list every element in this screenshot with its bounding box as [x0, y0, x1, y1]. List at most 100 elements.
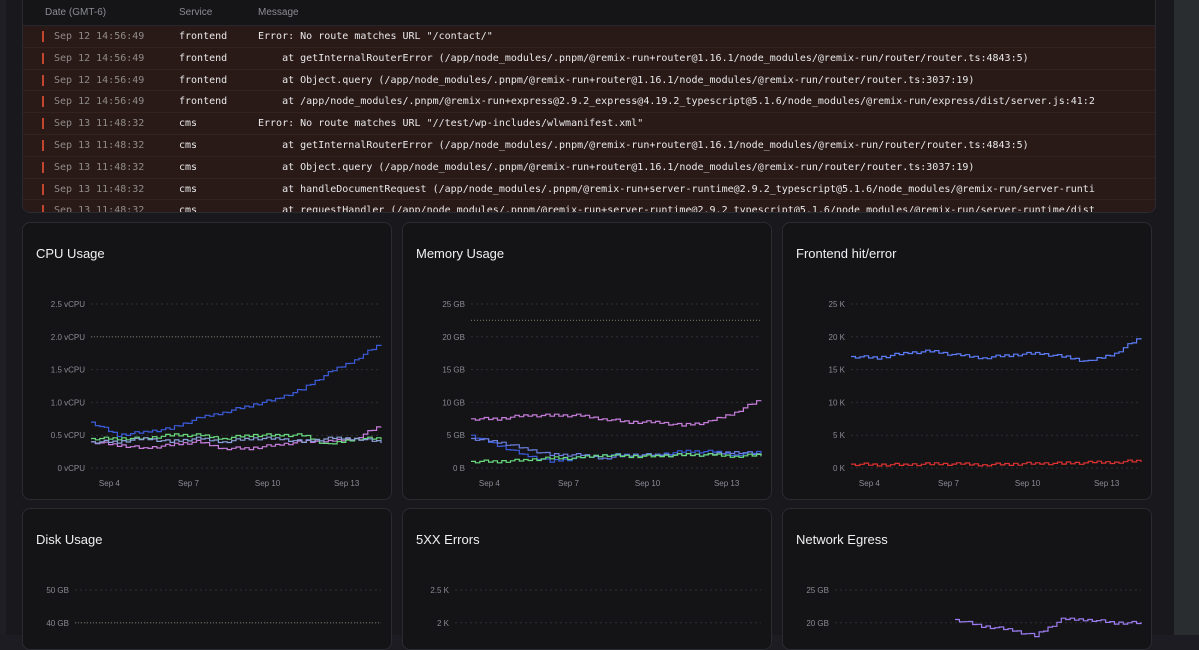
- y-tick-label: 1.5 vCPU: [51, 366, 85, 375]
- y-tick-label: 2.0 vCPU: [51, 333, 85, 342]
- chart-title: Frontend hit/error: [796, 246, 897, 261]
- column-header-date[interactable]: Date (GMT-6): [45, 7, 107, 18]
- log-header: Date (GMT-6) Service Message: [23, 0, 1155, 26]
- log-row[interactable]: Sep 13 11:48:32 cms Error: No route matche…: [23, 113, 1155, 135]
- log-message: at Object.query (/app/node_modules/.pnpm…: [258, 161, 975, 173]
- network-egress-chart: 20 GB 25 GB: [806, 586, 1142, 638]
- log-row[interactable]: Sep 13 11:48:32 cms at Object.query (/app…: [23, 156, 1155, 179]
- chart-card-network-egress: Network Egress 20 GB 25 GB: [782, 508, 1152, 650]
- y-tick-label: 20 GB: [806, 619, 829, 628]
- x-tick-label: Sep 4: [859, 479, 880, 488]
- log-service: frontend: [179, 74, 228, 86]
- log-service: cms: [179, 139, 198, 151]
- chart-card-5xx-errors: 5XX Errors 2 K 2.5 K: [402, 508, 772, 650]
- y-tick-label: 25 GB: [806, 586, 829, 595]
- error-level-indicator: [42, 31, 44, 42]
- y-tick-label: 10 GB: [442, 398, 465, 407]
- y-tick-label: 15 GB: [442, 366, 465, 375]
- x-tick-label: Sep 4: [99, 479, 120, 488]
- series-line: [471, 400, 762, 427]
- x-tick-label: Sep 13: [1094, 479, 1120, 488]
- x-tick-label: Sep 10: [1015, 479, 1041, 488]
- y-tick-label: 5 GB: [447, 431, 465, 440]
- series-line: [471, 453, 762, 464]
- y-tick-label: 0 K: [833, 464, 846, 473]
- log-row[interactable]: Sep 12 14:56:49 frontend at getInternalRo…: [23, 47, 1155, 70]
- log-service: cms: [179, 183, 198, 195]
- y-tick-label: 0 B: [453, 464, 465, 473]
- log-service: frontend: [179, 31, 228, 42]
- y-tick-label: 25 K: [829, 300, 846, 309]
- log-service: cms: [179, 205, 198, 213]
- y-tick-label: 15 K: [829, 366, 846, 375]
- y-tick-label: 40 GB: [46, 619, 69, 628]
- log-row[interactable]: Sep 12 14:56:49 frontend Error: No route m…: [23, 26, 1155, 48]
- log-rows: Sep 12 14:56:49 frontend Error: No route m…: [23, 26, 1155, 213]
- y-tick-label: 1.0 vCPU: [51, 398, 85, 407]
- chart-title: 5XX Errors: [416, 532, 480, 547]
- column-header-service[interactable]: Service: [179, 7, 213, 18]
- log-date: Sep 13 11:48:32: [54, 161, 145, 173]
- log-message: at Object.query (/app/node_modules/.pnpm…: [258, 74, 975, 86]
- chart-card-frontend-hit-error: Frontend hit/error 0 K 5 K 10 K 15 K 20 K 25 …: [782, 222, 1152, 500]
- y-tick-label: 2 K: [437, 619, 450, 628]
- frontend-hit-error-chart: 0 K 5 K 10 K 15 K 20 K 25 K Sep 4 Sep 7 Sep 10 Se…: [829, 300, 1142, 488]
- series-line: [471, 434, 762, 463]
- series-line: [91, 436, 382, 444]
- log-date: Sep 13 11:48:32: [54, 183, 145, 195]
- log-service: cms: [179, 118, 198, 130]
- memory-usage-chart: 0 B 5 GB 10 GB 15 GB 20 GB 25 GB Sep 4 Sep 7 Sep…: [442, 300, 762, 488]
- log-panel: Date (GMT-6) Service Message Sep 12 14:5…: [22, 0, 1156, 213]
- series-line: [851, 338, 1142, 362]
- series-line: [91, 426, 382, 451]
- y-tick-label: 5 K: [833, 431, 846, 440]
- log-date: Sep 12 14:56:49: [54, 96, 145, 108]
- chart-card-disk-usage: Disk Usage 40 GB 50 GB: [22, 508, 392, 650]
- log-service: frontend: [179, 96, 228, 108]
- x-tick-label: Sep 4: [479, 479, 500, 488]
- log-service: cms: [179, 161, 198, 173]
- error-level-indicator: [42, 52, 44, 64]
- log-date: Sep 12 14:56:49: [54, 74, 145, 86]
- log-date: Sep 12 14:56:49: [54, 31, 145, 42]
- 5xx-errors-chart: 2 K 2.5 K: [430, 586, 761, 628]
- window-right-edge: [1174, 0, 1199, 635]
- error-level-indicator: [42, 183, 44, 195]
- log-row[interactable]: Sep 13 11:48:32 cms at handleDocumentRequ…: [23, 178, 1155, 201]
- x-tick-label: Sep 7: [938, 479, 959, 488]
- log-message: at requestHandler (/app/node_modules/.pn…: [258, 205, 1095, 213]
- log-date: Sep 13 11:48:32: [54, 205, 145, 213]
- error-level-indicator: [42, 139, 44, 151]
- error-level-indicator: [42, 96, 44, 108]
- log-message: Error: No route matches URL "//test/wp-i…: [258, 118, 644, 130]
- x-tick-label: Sep 7: [558, 479, 579, 488]
- log-row[interactable]: Sep 13 11:48:32 cms at requestHandler (/a…: [23, 200, 1155, 213]
- column-header-message[interactable]: Message: [258, 7, 299, 18]
- series-line: [91, 344, 382, 438]
- x-tick-label: Sep 7: [178, 479, 199, 488]
- log-message: at handleDocumentRequest (/app/node_modu…: [258, 183, 1095, 195]
- log-message: at getInternalRouterError (/app/node_mod…: [258, 52, 1029, 64]
- series-line: [851, 459, 1142, 467]
- x-tick-label: Sep 10: [635, 479, 661, 488]
- log-row[interactable]: Sep 13 11:48:32 cms at getInternalRouterE…: [23, 134, 1155, 157]
- error-level-indicator: [42, 161, 44, 173]
- series-line: [955, 617, 1142, 638]
- x-tick-label: Sep 10: [255, 479, 281, 488]
- left-edge: [0, 0, 6, 635]
- chart-title: CPU Usage: [36, 246, 105, 261]
- error-level-indicator: [42, 118, 44, 130]
- chart-card-memory-usage: Memory Usage 0 B 5 GB 10 GB 15 GB 20 GB 25 GB…: [402, 222, 772, 500]
- x-tick-label: Sep 13: [334, 479, 360, 488]
- log-message: Error: No route matches URL "/contact/": [258, 31, 493, 42]
- log-date: Sep 13 11:48:32: [54, 118, 145, 130]
- log-message: at /app/node_modules/.pnpm/@remix-run+ex…: [258, 96, 1095, 108]
- cpu-usage-chart: 0 vCPU 0.5 vCPU 1.0 vCPU 1.5 vCPU 2.0 vCPU 2.…: [51, 300, 382, 488]
- log-row[interactable]: Sep 12 14:56:49 frontend at /app/node_mod…: [23, 91, 1155, 114]
- log-message: at getInternalRouterError (/app/node_mod…: [258, 139, 1029, 151]
- log-service: frontend: [179, 52, 228, 64]
- log-date: Sep 13 11:48:32: [54, 139, 145, 151]
- y-tick-label: 2.5 K: [430, 586, 449, 595]
- y-tick-label: 2.5 vCPU: [51, 300, 85, 309]
- log-row[interactable]: Sep 12 14:56:49 frontend at Object.query …: [23, 69, 1155, 92]
